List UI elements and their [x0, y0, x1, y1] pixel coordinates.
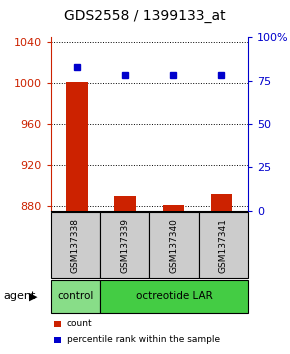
Text: count: count	[67, 319, 92, 329]
Text: GSM137339: GSM137339	[120, 218, 129, 273]
Text: percentile rank within the sample: percentile rank within the sample	[67, 335, 220, 344]
Bar	[163, 205, 184, 211]
Bar	[211, 194, 232, 211]
Text: agent: agent	[3, 291, 35, 302]
Text: GSM137341: GSM137341	[219, 218, 228, 273]
Text: ▶: ▶	[29, 291, 38, 302]
Text: GSM137338: GSM137338	[71, 218, 80, 273]
Text: control: control	[57, 291, 94, 302]
Bar	[115, 196, 136, 211]
Bar	[66, 82, 88, 211]
Text: octreotide LAR: octreotide LAR	[136, 291, 212, 302]
Text: GSM137340: GSM137340	[169, 218, 179, 273]
Text: GDS2558 / 1399133_at: GDS2558 / 1399133_at	[64, 9, 226, 23]
